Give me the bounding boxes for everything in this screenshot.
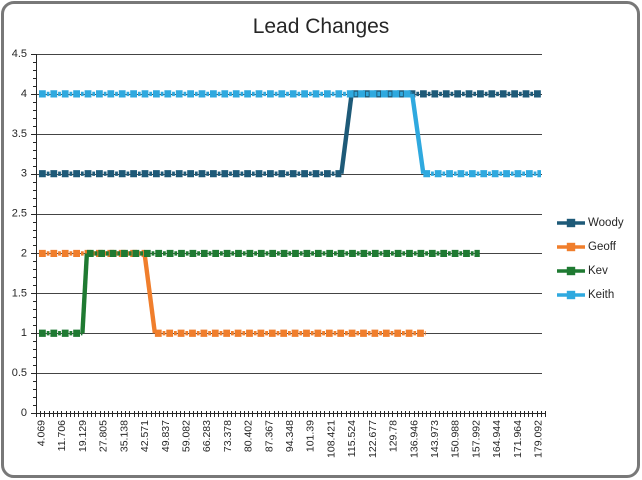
- svg-text:42.571: 42.571: [139, 420, 151, 452]
- legend-label: Woody: [588, 217, 624, 229]
- svg-text:179.092: 179.092: [533, 420, 545, 458]
- legend-item: Geoff: [557, 235, 641, 259]
- legend-item: Keith: [557, 283, 641, 307]
- svg-text:49.837: 49.837: [160, 420, 172, 452]
- svg-text:150.988: 150.988: [450, 420, 462, 458]
- legend-marker-icon: [557, 218, 585, 228]
- svg-text:19.129: 19.129: [77, 420, 89, 452]
- legend-label: Kev: [588, 265, 608, 277]
- legend-item: Kev: [557, 259, 641, 283]
- legend-marker-icon: [557, 242, 585, 252]
- svg-text:3: 3: [21, 168, 27, 180]
- svg-text:115.524: 115.524: [346, 420, 358, 457]
- legend-marker-icon: [557, 266, 585, 276]
- svg-text:27.805: 27.805: [98, 420, 110, 452]
- svg-text:2: 2: [21, 247, 27, 259]
- svg-text:0.5: 0.5: [12, 367, 27, 379]
- svg-text:73.378: 73.378: [222, 420, 234, 452]
- svg-text:171.964: 171.964: [512, 420, 524, 458]
- svg-text:122.677: 122.677: [367, 420, 379, 458]
- svg-text:1: 1: [21, 327, 27, 339]
- svg-text:157.992: 157.992: [470, 420, 482, 458]
- legend-label: Keith: [588, 289, 615, 301]
- svg-text:2.5: 2.5: [12, 208, 27, 220]
- svg-text:35.138: 35.138: [118, 420, 130, 452]
- svg-text:136.946: 136.946: [408, 420, 420, 458]
- legend-item: Woody: [557, 211, 641, 235]
- svg-text:11.706: 11.706: [56, 420, 68, 451]
- svg-text:1.5: 1.5: [12, 287, 27, 299]
- svg-text:4: 4: [21, 88, 27, 100]
- svg-text:94.348: 94.348: [284, 420, 296, 452]
- svg-text:143.973: 143.973: [429, 420, 441, 458]
- legend-label: Geoff: [588, 241, 616, 253]
- chart-title: Lead Changes: [252, 15, 390, 38]
- svg-text:87.367: 87.367: [263, 420, 275, 452]
- svg-text:129.78: 129.78: [388, 420, 400, 452]
- svg-text:59.082: 59.082: [180, 420, 192, 452]
- svg-text:101.39: 101.39: [305, 420, 317, 452]
- legend: Woody Geoff Kev Keith: [557, 211, 641, 307]
- svg-text:80.402: 80.402: [243, 420, 255, 452]
- svg-text:4.5: 4.5: [12, 48, 27, 60]
- svg-text:3.5: 3.5: [12, 128, 27, 140]
- svg-text:164.944: 164.944: [491, 420, 503, 458]
- svg-text:4.069: 4.069: [36, 420, 48, 446]
- legend-marker-icon: [557, 290, 585, 300]
- svg-text:0: 0: [21, 407, 27, 419]
- svg-text:108.421: 108.421: [325, 420, 337, 458]
- svg-text:66.283: 66.283: [201, 420, 213, 452]
